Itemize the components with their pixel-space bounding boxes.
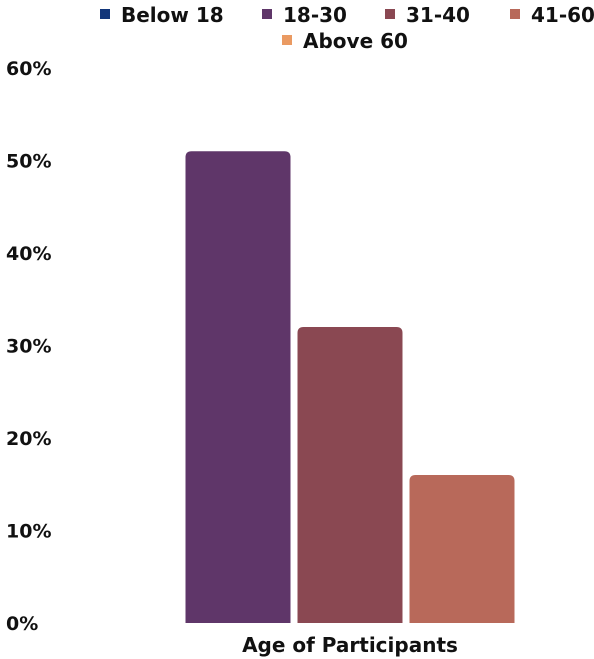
legend-item-above-60[interactable]: Above 60 — [282, 29, 408, 53]
legend-label: 31-40 — [406, 3, 470, 27]
bar-18-30 — [186, 151, 291, 623]
legend-label: Below 18 — [121, 3, 224, 27]
legend-item-41-60[interactable]: 41-60 — [510, 3, 594, 27]
x-axis-label: Age of Participants — [242, 633, 458, 657]
bar-31-40 — [298, 327, 403, 623]
bar-41-60 — [410, 475, 515, 623]
legend-item-below-18[interactable]: Below 18 — [100, 3, 224, 27]
legend-swatch — [385, 9, 395, 19]
legend-label: 18-30 — [283, 3, 347, 27]
legend-label: 41-60 — [531, 3, 594, 27]
bars-group — [186, 151, 515, 623]
legend-swatch — [262, 9, 272, 19]
y-tick-label: 40% — [6, 243, 51, 265]
y-tick-label: 50% — [6, 151, 51, 173]
legend-item-18-30[interactable]: 18-30 — [262, 3, 347, 27]
legend-label: Above 60 — [303, 29, 408, 53]
legend-swatch — [282, 35, 292, 45]
chart-legend: Below 18 18-30 31-40 41-60 Above 60 — [100, 3, 594, 53]
y-tick-label: 60% — [6, 58, 51, 80]
legend-item-31-40[interactable]: 31-40 — [385, 3, 470, 27]
legend-swatch — [510, 9, 520, 19]
legend-swatch — [100, 9, 110, 19]
y-tick-label: 30% — [6, 336, 51, 358]
y-axis: 0% 10% 20% 30% 40% 50% 60% — [6, 58, 51, 635]
y-tick-label: 10% — [6, 521, 51, 543]
y-tick-label: 20% — [6, 428, 51, 450]
y-tick-label: 0% — [6, 613, 38, 635]
